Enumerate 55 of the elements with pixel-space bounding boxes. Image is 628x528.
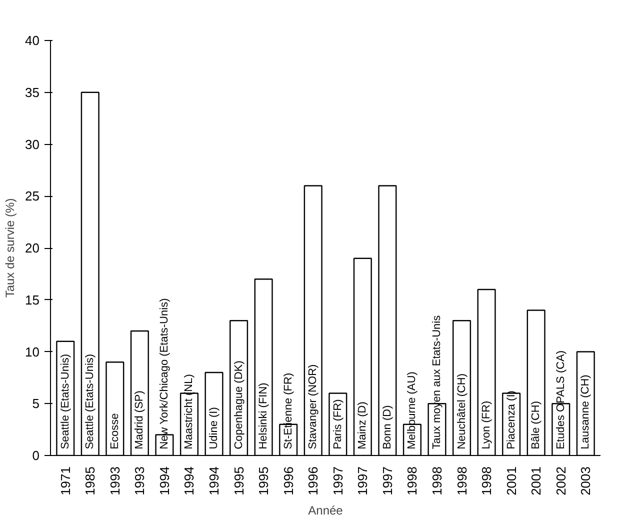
annotation: Copenhague (DK) [232,360,245,450]
x-tick-label: 1971 [58,466,73,496]
y-tick-label: 10 [25,344,40,360]
x-tick-label: 1994 [156,466,172,496]
annotation: New York/Chicago (Etats-Unis) [158,298,170,450]
x-tick-label: 1997 [380,466,395,496]
y-tick-label: 30 [25,136,40,152]
x-tick-label: 2002 [553,466,568,496]
annotation: Piacenza (I) [505,390,518,450]
x-tick-label: 1985 [82,466,98,496]
y-axis-title: Taux de survie (%) [3,198,18,298]
y-tick-label: 20 [25,240,40,256]
x-tick-label: 1993 [132,466,148,496]
annotation: Stavanger (NOR) [307,364,320,450]
x-tick-label: 1998 [454,466,470,496]
y-tick-label: 35 [25,84,40,100]
annotation: St-Etienne (FR) [282,372,294,450]
y-tick-label: 25 [25,188,40,204]
x-tick-label: 1998 [404,466,420,496]
annotation: Etudes OPALS (CA) [554,350,567,450]
annotation: Madrid (SP) [134,390,146,450]
x-tick-label: 2003 [578,466,594,496]
x-tick-label: 1995 [231,466,246,496]
x-tick-label: 2001 [504,466,519,496]
x-tick-label: 1998 [429,466,444,496]
annotation: Melbourne (AU) [406,372,418,450]
annotation: Seattle (Etats-Unis) [59,354,72,450]
y-tick-label: 0 [32,448,40,463]
y-tick-label: 5 [32,396,40,412]
x-tick-label: 1994 [206,466,222,496]
x-tick-label: 1994 [182,466,197,496]
annotation: Helsinki (FIN) [258,382,270,450]
annotation: Bonn (D) [381,405,394,450]
x-tick-label: 1996 [280,466,296,496]
x-tick-label: 1996 [306,466,321,496]
annotation: Lausanne (CH) [580,374,592,450]
y-tick-label: 15 [25,292,40,308]
x-tick-label: 2001 [528,466,544,496]
annotation: Taux moyen aux Etats-Unis [430,314,443,450]
annotation: Neuchâtel (CH) [456,373,468,450]
annotation: Udine (I) [208,407,220,450]
annotation: Paris (FR) [332,399,344,450]
annotation: Ecosse [108,413,121,450]
annotation: Seattle (Etats-Unis) [84,354,96,450]
x-tick-label: 1998 [479,466,494,496]
x-tick-label: 1997 [355,466,370,496]
annotation: Mainz (D) [356,402,369,450]
x-axis-title: Année [308,503,344,518]
annotation: Lyon (FR) [480,400,493,450]
x-tick-label: 1997 [330,466,346,496]
annotation: Maastricht (NL) [183,374,196,450]
y-tick-label: 40 [25,33,40,48]
x-tick-label: 1995 [256,466,272,496]
x-tick-label: 1993 [107,466,122,496]
annotation: Bâle (CH) [530,400,542,450]
